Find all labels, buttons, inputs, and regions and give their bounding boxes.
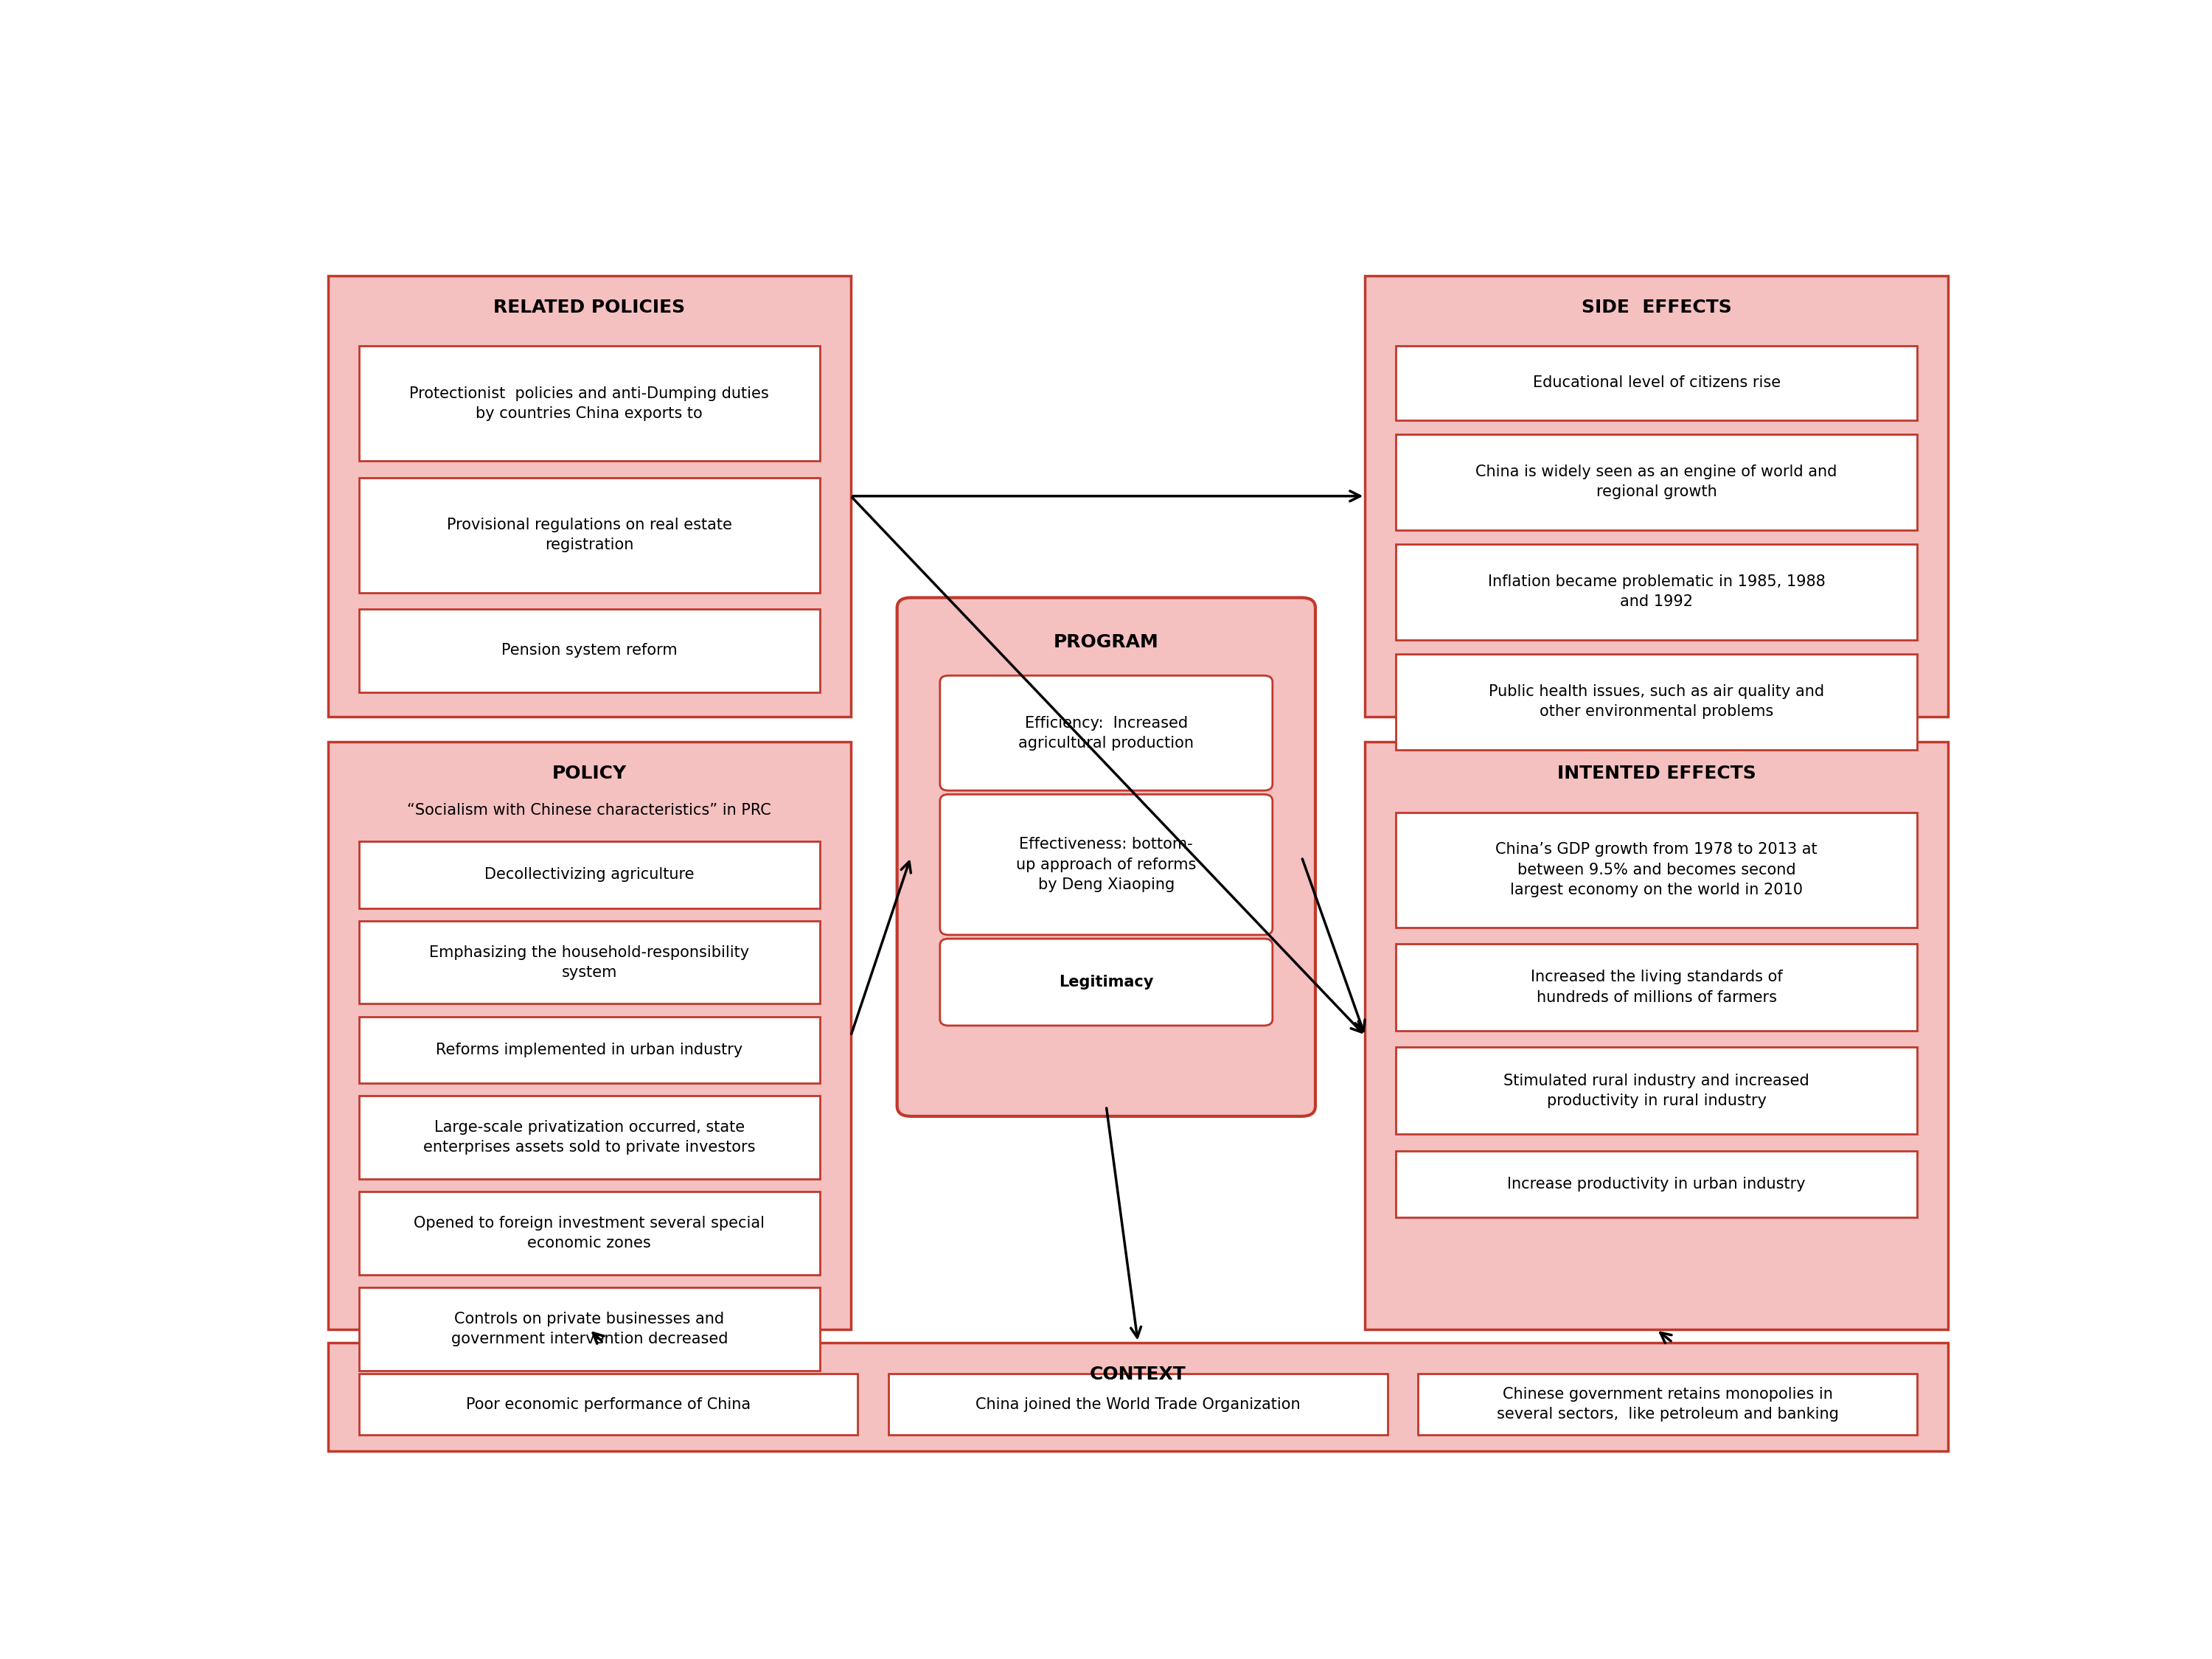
FancyBboxPatch shape [358, 609, 821, 692]
Text: PROGRAM: PROGRAM [1053, 634, 1159, 650]
FancyBboxPatch shape [940, 795, 1272, 936]
Text: “Socialism with Chinese characteristics” in PRC: “Socialism with Chinese characteristics”… [407, 803, 772, 818]
FancyBboxPatch shape [1396, 1047, 1918, 1135]
FancyBboxPatch shape [327, 1342, 1949, 1452]
FancyBboxPatch shape [1418, 1374, 1918, 1435]
FancyBboxPatch shape [358, 347, 821, 461]
Text: China’s GDP growth from 1978 to 2013 at
between 9.5% and becomes second
largest : China’s GDP growth from 1978 to 2013 at … [1495, 843, 1818, 898]
Text: Increased the living standards of
hundreds of millions of farmers: Increased the living standards of hundre… [1531, 971, 1783, 1005]
FancyBboxPatch shape [1396, 347, 1918, 420]
Text: Decollectivizing agriculture: Decollectivizing agriculture [484, 868, 695, 883]
Text: Educational level of citizens rise: Educational level of citizens rise [1533, 375, 1781, 390]
Text: INTENTED EFFECTS: INTENTED EFFECTS [1557, 765, 1756, 783]
FancyBboxPatch shape [358, 1287, 821, 1370]
FancyBboxPatch shape [1365, 275, 1949, 717]
Text: Reforms implemented in urban industry: Reforms implemented in urban industry [436, 1042, 743, 1057]
FancyBboxPatch shape [1396, 1151, 1918, 1218]
FancyBboxPatch shape [358, 1097, 821, 1180]
Text: Opened to foreign investment several special
economic zones: Opened to foreign investment several spe… [414, 1216, 765, 1251]
FancyBboxPatch shape [898, 597, 1316, 1117]
FancyBboxPatch shape [358, 841, 821, 907]
Text: Large-scale privatization occurred, state
enterprises assets sold to private inv: Large-scale privatization occurred, stat… [422, 1120, 757, 1155]
FancyBboxPatch shape [1396, 544, 1918, 640]
FancyBboxPatch shape [358, 478, 821, 592]
Text: POLICY: POLICY [553, 765, 626, 783]
FancyBboxPatch shape [940, 939, 1272, 1025]
Text: Stimulated rural industry and increased
productivity in rural industry: Stimulated rural industry and increased … [1504, 1073, 1809, 1108]
Text: Effectiveness: bottom-
up approach of reforms
by Deng Xiaoping: Effectiveness: bottom- up approach of re… [1015, 838, 1197, 893]
Text: China is widely seen as an engine of world and
regional growth: China is widely seen as an engine of wor… [1475, 465, 1838, 499]
Text: Efficiency:  Increased
agricultural production: Efficiency: Increased agricultural produ… [1018, 715, 1194, 750]
Text: Emphasizing the household-responsibility
system: Emphasizing the household-responsibility… [429, 946, 750, 980]
FancyBboxPatch shape [1396, 813, 1918, 927]
FancyBboxPatch shape [327, 275, 852, 717]
FancyBboxPatch shape [358, 1017, 821, 1083]
Text: Controls on private businesses and
government intervention decreased: Controls on private businesses and gover… [451, 1312, 728, 1347]
Text: Public health issues, such as air quality and
other environmental problems: Public health issues, such as air qualit… [1489, 685, 1825, 718]
FancyBboxPatch shape [940, 675, 1272, 791]
FancyBboxPatch shape [327, 742, 852, 1329]
Text: RELATED POLICIES: RELATED POLICIES [493, 299, 686, 317]
Text: Legitimacy: Legitimacy [1060, 975, 1152, 989]
FancyBboxPatch shape [358, 1374, 858, 1435]
FancyBboxPatch shape [358, 1191, 821, 1274]
FancyBboxPatch shape [1365, 742, 1949, 1329]
Text: Inflation became problematic in 1985, 1988
and 1992: Inflation became problematic in 1985, 19… [1489, 574, 1825, 609]
Text: Pension system reform: Pension system reform [502, 644, 677, 659]
FancyBboxPatch shape [1396, 654, 1918, 750]
FancyBboxPatch shape [1396, 944, 1918, 1030]
Text: CONTEXT: CONTEXT [1091, 1365, 1186, 1384]
Text: China joined the World Trade Organization: China joined the World Trade Organizatio… [975, 1397, 1301, 1412]
Text: Provisional regulations on real estate
registration: Provisional regulations on real estate r… [447, 518, 732, 552]
FancyBboxPatch shape [1396, 435, 1918, 529]
Text: Increase productivity in urban industry: Increase productivity in urban industry [1506, 1176, 1805, 1191]
Text: SIDE  EFFECTS: SIDE EFFECTS [1582, 299, 1732, 317]
Text: Chinese government retains monopolies in
several sectors,  like petroleum and ba: Chinese government retains monopolies in… [1498, 1387, 1838, 1422]
FancyBboxPatch shape [889, 1374, 1387, 1435]
Text: Poor economic performance of China: Poor economic performance of China [467, 1397, 750, 1412]
Text: Protectionist  policies and anti-Dumping duties
by countries China exports to: Protectionist policies and anti-Dumping … [409, 387, 770, 421]
FancyBboxPatch shape [358, 921, 821, 1004]
